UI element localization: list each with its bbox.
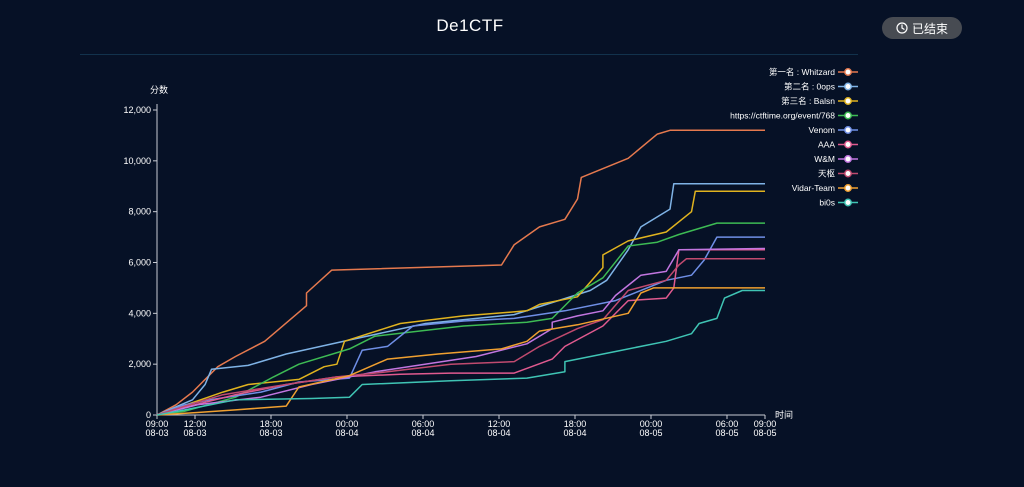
x-tick-date-label: 08-03 (145, 428, 168, 438)
legend-marker-icon (844, 82, 852, 91)
legend-marker-icon (844, 111, 852, 120)
legend-label: W&M (814, 154, 835, 164)
legend-label: Venom (809, 125, 835, 135)
x-tick-time-label: 12:00 (488, 419, 511, 429)
x-tick-date-label: 08-03 (183, 428, 206, 438)
legend-item[interactable]: AAA (818, 140, 858, 150)
legend-marker-icon (844, 126, 852, 134)
page-title: De1CTF (436, 16, 504, 35)
status-label: 已结束 (911, 21, 948, 36)
x-tick-time-label: 18:00 (564, 419, 587, 429)
x-tick-date-label: 08-05 (753, 428, 776, 438)
x-tick-time-label: 00:00 (640, 419, 663, 429)
y-tick-label: 12,000 (123, 105, 151, 115)
x-tick-time-label: 12:00 (184, 419, 207, 429)
legend-item[interactable]: Vidar-Team (792, 183, 858, 193)
x-tick-date-label: 08-03 (259, 428, 282, 438)
legend-label: AAA (818, 140, 835, 150)
legend-item[interactable]: W&M (814, 154, 858, 164)
y-tick-label: 10,000 (123, 156, 151, 166)
x-tick-date-label: 08-05 (639, 428, 662, 438)
y-tick-label: 4,000 (128, 308, 151, 318)
x-tick-time-label: 00:00 (336, 419, 359, 429)
series-line[interactable] (156, 287, 765, 416)
legend-item[interactable]: https://ctftime.org/event/768 (730, 111, 858, 121)
status-badge[interactable]: 已结束 (882, 17, 962, 39)
legend-item[interactable]: Venom (809, 125, 858, 135)
series-line[interactable] (156, 190, 765, 416)
series-line[interactable] (156, 182, 765, 416)
y-tick-label: 0 (146, 410, 151, 420)
series-line[interactable] (156, 249, 765, 416)
y-tick-label: 2,000 (128, 359, 151, 369)
x-axis-label: 时间 (775, 409, 793, 420)
legend-marker-icon (844, 68, 852, 76)
series-line[interactable] (156, 129, 765, 416)
x-tick-time-label: 06:00 (716, 419, 739, 429)
y-tick-label: 8,000 (128, 207, 151, 217)
legend-label: 第一名 : Whitzard (769, 67, 835, 77)
legend-item[interactable]: 第一名 : Whitzard (769, 67, 858, 77)
y-axis-label: 分数 (150, 84, 168, 95)
x-tick-time-label: 18:00 (260, 419, 283, 429)
legend-label: 天枢 (818, 169, 836, 179)
x-tick-date-label: 08-04 (335, 428, 358, 438)
y-tick-label: 6,000 (128, 258, 151, 268)
legend-item[interactable]: bi0s (819, 198, 858, 208)
series-line[interactable] (156, 289, 765, 416)
legend-item[interactable]: 第三名 : Balsn (781, 96, 858, 106)
legend-marker-icon (844, 97, 852, 105)
legend-label: bi0s (819, 198, 835, 208)
legend-marker-icon (844, 140, 852, 149)
x-tick-time-label: 06:00 (412, 419, 435, 429)
clock-icon (896, 22, 908, 34)
legend-label: 第三名 : Balsn (781, 96, 835, 106)
legend-marker-icon (844, 155, 852, 163)
series-line[interactable] (156, 257, 765, 416)
x-tick-date-label: 08-04 (487, 428, 510, 438)
legend-item[interactable]: 第二名 : 0ops (784, 82, 858, 92)
legend-label: Vidar-Team (792, 183, 835, 193)
series-lines (156, 129, 766, 416)
x-tick-time-label: 09:00 (754, 419, 777, 429)
series-line[interactable] (156, 222, 765, 416)
title-divider (80, 54, 858, 55)
legend-marker-icon (844, 169, 852, 178)
legend-marker-icon (844, 198, 852, 207)
x-tick-date-label: 08-05 (715, 428, 738, 438)
legend-item[interactable]: 天枢 (818, 169, 858, 179)
legend-label: 第二名 : 0ops (784, 82, 835, 92)
x-tick-date-label: 08-04 (411, 428, 434, 438)
legend-marker-icon (844, 184, 852, 192)
series-line[interactable] (156, 236, 765, 416)
legend-label: https://ctftime.org/event/768 (730, 111, 835, 121)
chart-legend: 第一名 : Whitzard 第二名 : 0ops 第三名 : Balsn https… (730, 67, 858, 208)
x-tick-time-label: 09:00 (146, 419, 169, 429)
x-tick-date-label: 08-04 (563, 428, 586, 438)
series-line[interactable] (156, 247, 766, 416)
